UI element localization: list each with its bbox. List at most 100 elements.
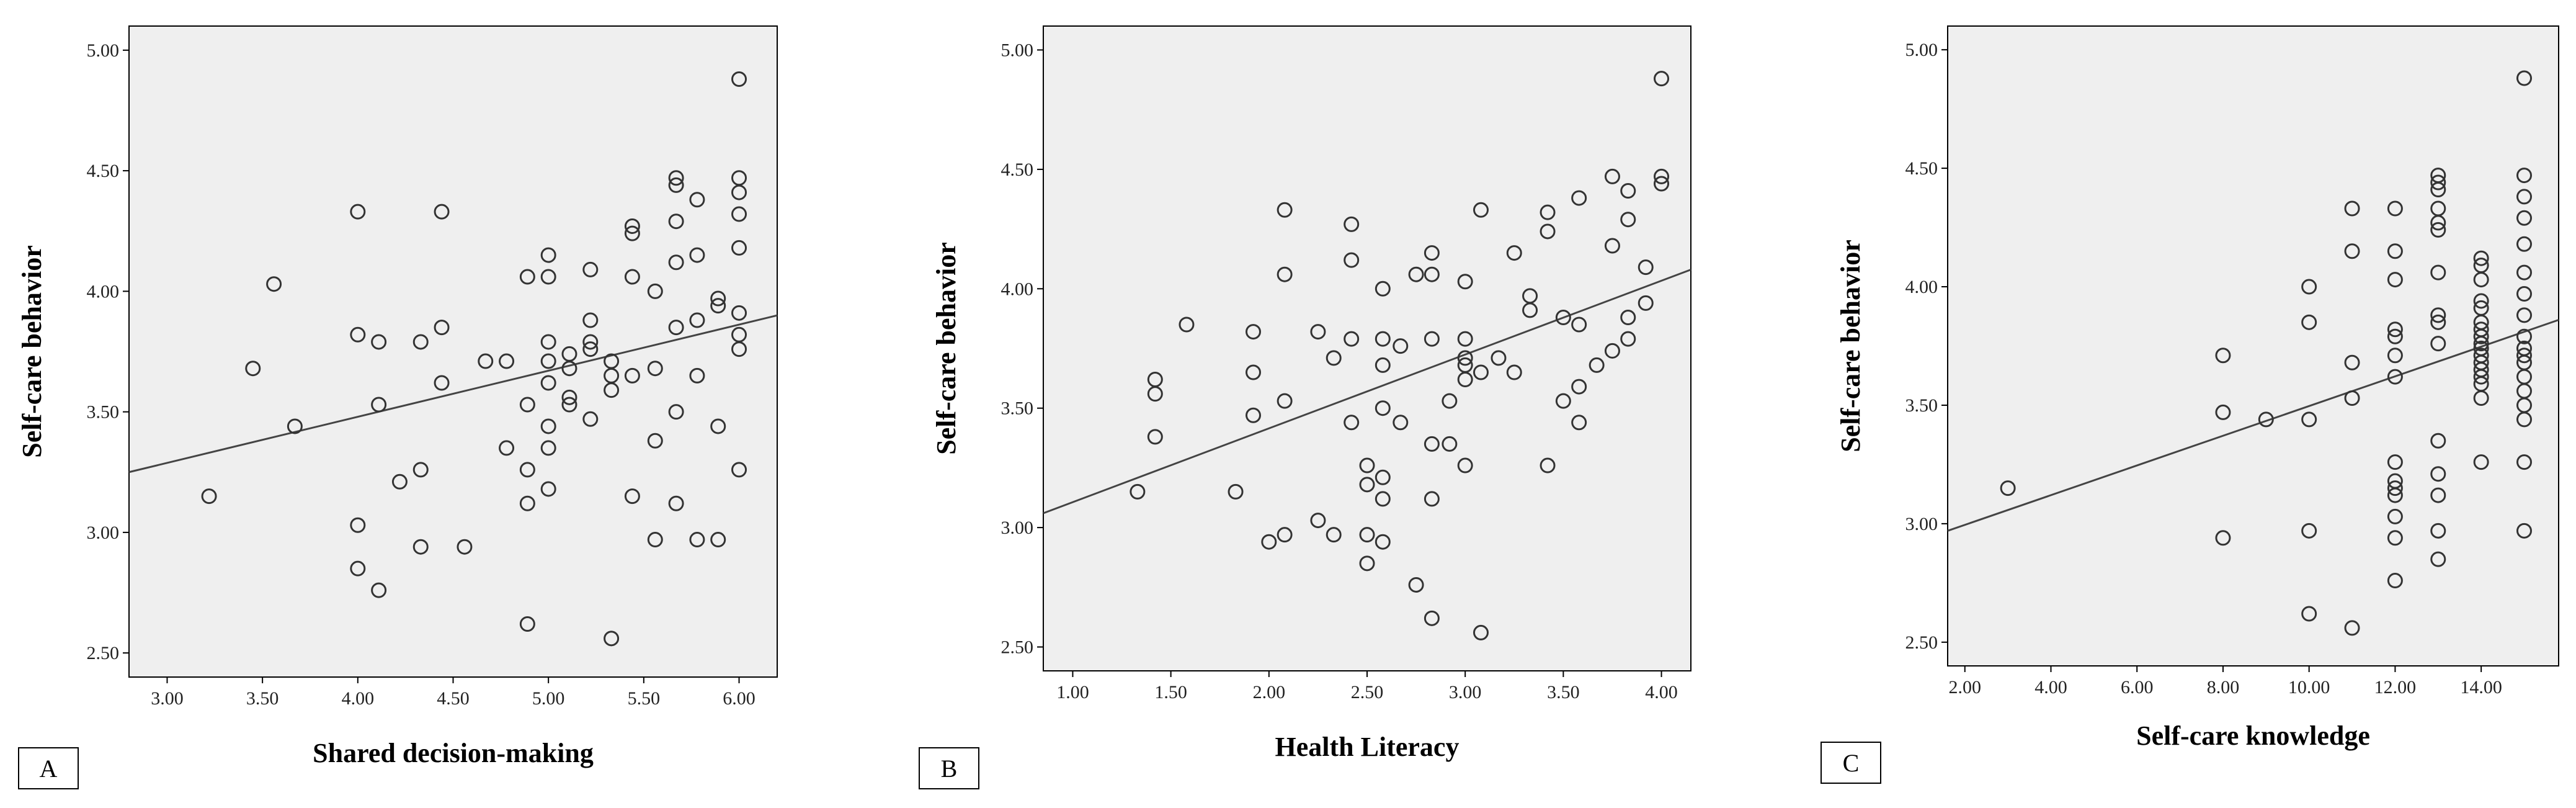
x-tick-label: 2.00: [1948, 677, 1981, 698]
data-point: [731, 206, 747, 222]
data-point: [1571, 316, 1587, 333]
data-point: [350, 517, 366, 533]
data-point: [1310, 324, 1326, 340]
y-tick-label: 4.00: [87, 281, 120, 302]
data-point: [2344, 243, 2360, 259]
data-point: [1589, 357, 1605, 373]
data-point: [2387, 321, 2403, 338]
data-point: [2387, 573, 2403, 589]
data-point: [540, 440, 556, 456]
data-point: [1620, 212, 1636, 228]
data-point: [1228, 483, 1244, 500]
data-point: [1620, 183, 1636, 199]
data-point: [2387, 272, 2403, 288]
data-point: [266, 276, 282, 292]
data-point: [2430, 433, 2446, 449]
x-tick-label: 4.00: [1645, 682, 1678, 703]
y-tick-label: 4.50: [1001, 159, 1034, 180]
data-point: [1540, 204, 1556, 220]
data-point: [1424, 266, 1440, 282]
data-point: [1424, 245, 1440, 261]
data-point: [287, 418, 303, 434]
x-tick-label: 4.50: [437, 688, 470, 709]
x-tick-label: 4.00: [342, 688, 375, 709]
data-point: [1620, 309, 1636, 325]
data-point: [2215, 348, 2231, 364]
data-point: [519, 397, 535, 413]
x-tick-label: 6.00: [2121, 677, 2154, 698]
data-point: [478, 353, 494, 369]
x-axis-label: Shared decision-making: [313, 738, 594, 768]
data-point: [2473, 369, 2489, 385]
data-point: [2387, 508, 2403, 524]
data-point: [668, 495, 684, 511]
data-point: [1506, 364, 1522, 380]
data-point: [457, 539, 473, 555]
data-point: [1522, 302, 1538, 318]
data-point: [391, 474, 408, 490]
data-point: [1246, 324, 1262, 340]
data-point: [561, 361, 577, 377]
data-point: [1457, 274, 1473, 290]
data-point: [731, 240, 747, 256]
data-point: [2387, 348, 2403, 364]
data-point: [2387, 530, 2403, 546]
data-point: [668, 177, 684, 193]
data-point: [350, 560, 366, 577]
data-point: [499, 440, 515, 456]
data-point: [1442, 393, 1458, 409]
data-point: [647, 361, 663, 377]
y-tick-label: 4.00: [1001, 279, 1034, 299]
data-point: [519, 462, 535, 478]
data-point: [499, 353, 515, 369]
data-point: [2344, 620, 2360, 636]
data-point: [1375, 331, 1391, 347]
data-point: [1457, 457, 1473, 474]
data-point: [1277, 202, 1293, 218]
data-point: [371, 397, 387, 413]
data-point: [2301, 523, 2317, 539]
data-point: [582, 312, 599, 328]
data-point: [2516, 236, 2533, 252]
data-point: [668, 404, 684, 420]
chart-panel-a: 2.50 3.00 3.50 4.00 4.50 5.00 3.00 3.50 4.00 4.50…: [17, 25, 778, 789]
data-point: [710, 290, 726, 307]
data-point: [604, 382, 620, 398]
data-point: [1277, 266, 1293, 282]
data-point: [2387, 454, 2403, 470]
data-point: [1359, 457, 1375, 474]
data-point: [2430, 466, 2446, 482]
data-point: [2344, 200, 2360, 217]
x-tick-label: 2.00: [1253, 682, 1286, 703]
data-point: [412, 462, 429, 478]
data-point: [2301, 606, 2317, 622]
data-point: [2430, 307, 2446, 323]
y-tick-label: 3.00: [1905, 514, 1938, 534]
plot-area: [1947, 25, 2559, 667]
data-point: [1344, 252, 1360, 268]
data-point: [2387, 480, 2403, 496]
data-point: [540, 353, 556, 369]
data-point: [2430, 487, 2446, 503]
data-point: [1147, 429, 1163, 445]
chart-panel-b: 2.50 3.00 3.50 4.00 4.50 5.00 1.00 1.50 2.00 2.50…: [919, 25, 1691, 789]
data-point: [624, 488, 640, 505]
x-tick-label: 10.00: [2288, 677, 2330, 698]
data-point: [1654, 176, 1670, 192]
data-point: [1424, 436, 1440, 452]
data-point: [350, 204, 366, 220]
data-point: [1540, 457, 1556, 474]
data-point: [2430, 314, 2446, 330]
data-point: [1261, 534, 1277, 550]
data-point: [1604, 238, 1620, 254]
data-point: [1473, 364, 1489, 380]
data-point: [2516, 454, 2533, 470]
data-point: [731, 184, 747, 200]
y-tick-label: 5.00: [1001, 40, 1034, 60]
data-point: [2215, 404, 2231, 420]
data-point: [647, 283, 663, 299]
data-point: [1326, 350, 1342, 366]
data-point: [1571, 415, 1587, 431]
data-point: [1277, 393, 1293, 409]
